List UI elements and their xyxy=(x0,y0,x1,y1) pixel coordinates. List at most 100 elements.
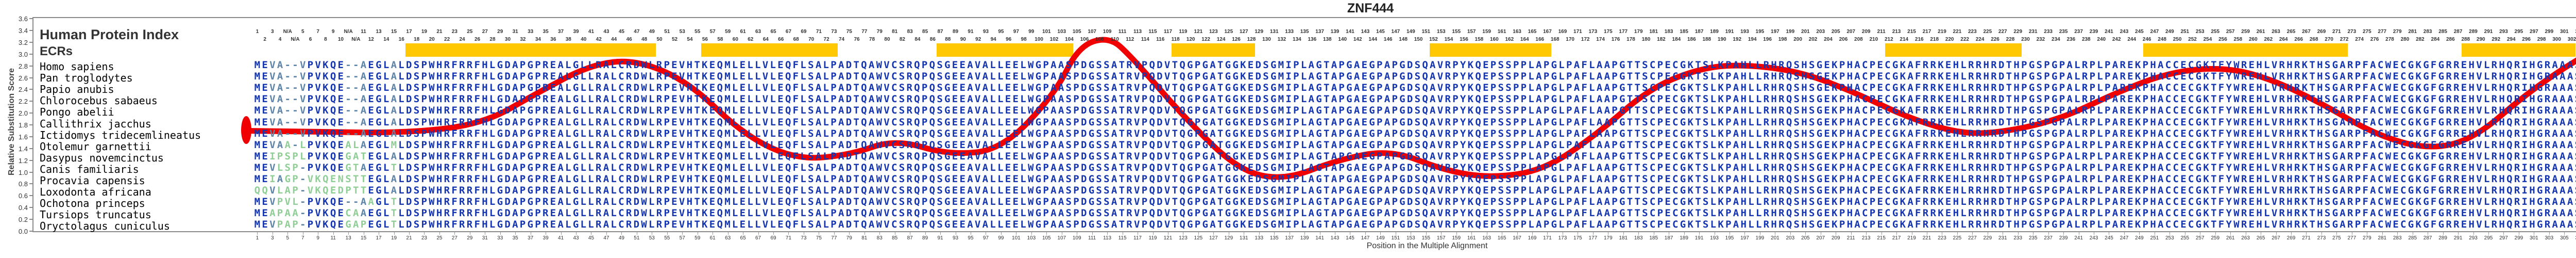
x-tick-label: 137 xyxy=(1285,235,1294,241)
human-position-label: 156 xyxy=(1460,37,1468,42)
x-tick-label: 197 xyxy=(1740,235,1749,241)
x-tick-label: 253 xyxy=(2165,235,2174,241)
ecr-bar xyxy=(2143,43,2348,57)
x-tick-label: 251 xyxy=(2150,235,2159,241)
x-tick-label: 291 xyxy=(2453,235,2463,241)
x-tick-mark xyxy=(834,232,835,235)
human-position-label: 218 xyxy=(1930,37,1939,42)
x-tick-label: 9 xyxy=(316,235,319,241)
human-position-label: 191 xyxy=(1725,29,1734,35)
human-position-label: 120 xyxy=(1186,37,1195,42)
ecr-bar xyxy=(701,43,838,57)
x-tick-label: 239 xyxy=(2059,235,2068,241)
x-tick-label: 95 xyxy=(968,235,974,241)
x-tick-label: 169 xyxy=(1528,235,1537,241)
human-position-label: 301 xyxy=(2560,29,2569,35)
x-tick-label: 305 xyxy=(2560,235,2569,241)
human-position-label: 41 xyxy=(588,29,595,35)
human-position-label: 125 xyxy=(1224,29,1233,35)
human-position-label: 133 xyxy=(1285,29,1294,35)
x-tick-mark xyxy=(621,232,622,235)
x-tick-label: 141 xyxy=(1315,235,1324,241)
human-position-label: 135 xyxy=(1300,29,1309,35)
x-tick-mark xyxy=(1380,232,1381,235)
human-position-label: 70 xyxy=(808,37,815,42)
human-position-label: 242 xyxy=(2112,37,2121,42)
x-tick-label: 33 xyxy=(497,235,503,241)
x-tick-label: 67 xyxy=(755,235,761,241)
x-tick-label: 189 xyxy=(1680,235,1688,241)
x-tick-mark xyxy=(2306,232,2307,235)
human-position-label: 54 xyxy=(687,37,693,42)
human-position-label: 38 xyxy=(565,37,571,42)
x-tick-label: 233 xyxy=(2013,235,2023,241)
human-position-label: 131 xyxy=(1269,29,1279,35)
human-position-label: 291 xyxy=(2484,29,2493,35)
human-position-label: 12 xyxy=(368,37,374,42)
human-position-label: 152 xyxy=(1429,37,1438,42)
ecr-bar xyxy=(1885,43,2022,57)
x-tick-mark xyxy=(1198,232,1199,235)
human-position-label: 262 xyxy=(2264,37,2273,42)
human-position-label: 7 xyxy=(316,29,319,35)
x-tick-label: 243 xyxy=(2089,235,2098,241)
y-tick-mark xyxy=(29,18,33,20)
y-tick-mark xyxy=(29,112,33,114)
y-tick-mark xyxy=(29,207,33,208)
human-position-label: 255 xyxy=(2211,29,2220,35)
human-position-label: 244 xyxy=(2127,37,2137,42)
x-tick-label: 299 xyxy=(2514,235,2523,241)
x-tick-label: 247 xyxy=(2120,235,2129,241)
human-position-label: 21 xyxy=(436,29,443,35)
human-position-label: 86 xyxy=(929,37,936,42)
human-position-label: 248 xyxy=(2158,37,2166,42)
x-tick-label: 303 xyxy=(2545,235,2554,241)
human-position-label: 146 xyxy=(1383,37,1393,42)
human-position-label: 229 xyxy=(2013,29,2023,35)
x-tick-label: 167 xyxy=(1513,235,1521,241)
x-tick-label: 115 xyxy=(1118,235,1127,241)
x-tick-mark xyxy=(1532,232,1533,235)
species-label: Dasypus novemcinctus xyxy=(40,151,164,164)
human-position-label: 127 xyxy=(1239,29,1248,35)
x-tick-label: 59 xyxy=(694,235,701,241)
human-position-label: 182 xyxy=(1657,37,1666,42)
human-position-label: 79 xyxy=(876,29,883,35)
human-position-label: 246 xyxy=(2142,37,2151,42)
human-position-label: 29 xyxy=(497,29,503,35)
x-tick-label: 157 xyxy=(1436,235,1446,241)
y-tick-label: 0.0 xyxy=(18,228,28,235)
y-tick-mark xyxy=(29,77,33,78)
human-position-label: 59 xyxy=(725,29,731,35)
x-tick-label: 25 xyxy=(436,235,443,241)
x-tick-label: 19 xyxy=(391,235,397,241)
y-tick-mark xyxy=(29,124,33,126)
human-position-label: 267 xyxy=(2302,29,2311,35)
human-position-label: 102 xyxy=(1049,37,1059,42)
human-position-label: 186 xyxy=(1687,37,1696,42)
human-position-label: 115 xyxy=(1148,29,1157,35)
x-tick-mark xyxy=(1805,232,1806,235)
human-position-label: 22 xyxy=(444,37,450,42)
human-position-label: 280 xyxy=(2400,37,2410,42)
x-tick-mark xyxy=(287,232,289,235)
human-position-label: 17 xyxy=(406,29,412,35)
x-tick-label: 37 xyxy=(528,235,534,241)
human-position-label: 176 xyxy=(1611,37,1620,42)
human-position-label: 158 xyxy=(1475,37,1484,42)
x-tick-label: 289 xyxy=(2438,235,2447,241)
human-position-label: 107 xyxy=(1088,29,1096,35)
x-tick-label: 199 xyxy=(1755,235,1765,241)
species-label: Pan troglodytes xyxy=(40,72,133,85)
x-tick-label: 61 xyxy=(709,235,716,241)
x-tick-label: 153 xyxy=(1406,235,1415,241)
human-position-label: 57 xyxy=(709,29,716,35)
x-tick-label: 89 xyxy=(922,235,928,241)
x-tick-label: 171 xyxy=(1543,235,1552,241)
human-position-label: 85 xyxy=(922,29,928,35)
x-tick-label: 193 xyxy=(1710,235,1719,241)
x-tick-mark xyxy=(1851,232,1852,235)
x-tick-label: 123 xyxy=(1179,235,1188,241)
species-label: Procavia capensis xyxy=(40,174,145,187)
